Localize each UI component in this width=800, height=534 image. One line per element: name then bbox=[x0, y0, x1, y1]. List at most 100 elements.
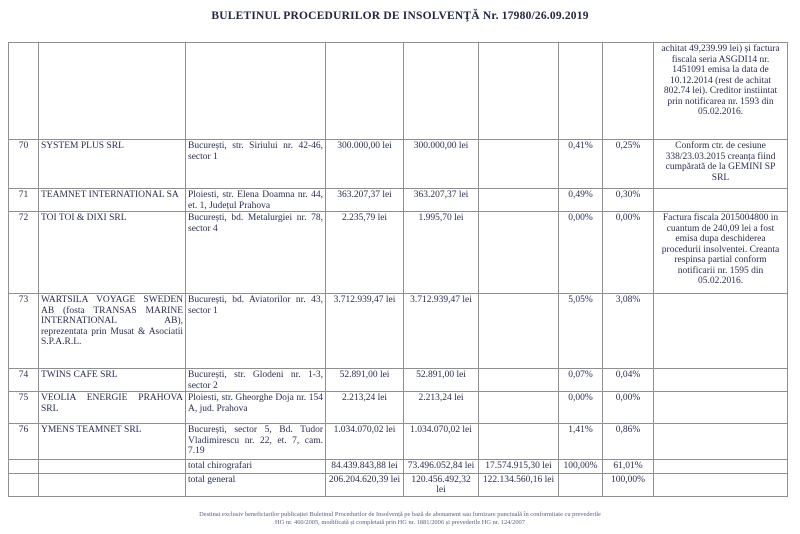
cell-observations bbox=[653, 459, 788, 474]
cell-address: total general bbox=[185, 473, 326, 497]
table-row: 76 YMENS TEAMNET SRL București, sector 5, … bbox=[8, 423, 788, 460]
cell-percent-total: 5,05% bbox=[558, 293, 603, 369]
cell-percent-group: 0,30% bbox=[602, 188, 654, 212]
cell-amount-requested: 84.439.843,88 lei bbox=[325, 459, 404, 474]
cell-amount-extra bbox=[478, 188, 559, 212]
cell-observations bbox=[653, 293, 788, 369]
table-row: 71 TEAMNET INTERNATIONAL SA Ploiesti, str.… bbox=[8, 188, 788, 212]
cell-creditor-name bbox=[38, 459, 186, 474]
cell-nr: 72 bbox=[8, 211, 39, 294]
cell-amount-requested: 3.712.939,47 lei bbox=[325, 293, 404, 369]
cell-creditor-name: TWINS CAFE SRL bbox=[38, 368, 186, 392]
cell-observations bbox=[653, 368, 788, 392]
cell-percent-total: 0,41% bbox=[558, 139, 603, 189]
cell-percent-group: 0,86% bbox=[602, 423, 654, 460]
cell-address: București, bd. Aviatorilor nr. 43, secto… bbox=[185, 293, 326, 369]
cell-percent-group: 100,00% bbox=[602, 473, 654, 497]
cell-percent-group: 3,08% bbox=[602, 293, 654, 369]
cell-percent-total bbox=[558, 473, 603, 497]
cell-amount-accepted: 2.213,24 lei bbox=[403, 391, 479, 424]
cell-creditor-name: WARTSILA VOYAGE SWEDEN AB (fosta TRANSAS… bbox=[38, 293, 186, 369]
cell-percent-group bbox=[602, 42, 654, 140]
cell-amount-requested bbox=[325, 42, 404, 140]
cell-amount-accepted: 3.712.939,47 lei bbox=[403, 293, 479, 369]
cell-creditor-name: TOI TOI & DIXI SRL bbox=[38, 211, 186, 294]
cell-observations: achitat 49,239.99 lei) și factura fiscal… bbox=[653, 42, 788, 140]
cell-nr: 73 bbox=[8, 293, 39, 369]
cell-nr: 75 bbox=[8, 391, 39, 424]
table-row: 75 VEOLIA ENERGIE PRAHOVA SRL Ploiesti, st… bbox=[8, 391, 788, 424]
cell-amount-extra bbox=[478, 139, 559, 189]
cell-address: București, bd. Metalurgiei nr. 78, secto… bbox=[185, 211, 326, 294]
cell-percent-total: 1,41% bbox=[558, 423, 603, 460]
cell-amount-extra bbox=[478, 42, 559, 140]
table-row: achitat 49,239.99 lei) și factura fiscal… bbox=[8, 42, 788, 140]
table-row: total chirografari 84.439.843,88 lei 73.49… bbox=[8, 459, 788, 474]
cell-percent-total: 0,07% bbox=[558, 368, 603, 392]
cell-amount-requested: 1.034.070,02 lei bbox=[325, 423, 404, 460]
cell-amount-requested: 300.000,00 lei bbox=[325, 139, 404, 189]
table-row: 72 TOI TOI & DIXI SRL București, bd. Metal… bbox=[8, 211, 788, 294]
cell-nr bbox=[8, 473, 39, 497]
cell-creditor-name bbox=[38, 42, 186, 140]
cell-amount-extra bbox=[478, 211, 559, 294]
cell-observations bbox=[653, 391, 788, 424]
cell-nr: 70 bbox=[8, 139, 39, 189]
cell-amount-accepted: 73.496.052,84 lei bbox=[403, 459, 479, 474]
cell-percent-group: 0,04% bbox=[602, 368, 654, 392]
cell-percent-total: 0,00% bbox=[558, 391, 603, 424]
cell-address: București, str. Glodeni nr. 1-3, sector … bbox=[185, 368, 326, 392]
cell-nr: 76 bbox=[8, 423, 39, 460]
footer-line-2: HG nr. 460/2005, modificată și completat… bbox=[275, 519, 525, 527]
table-row: 70 SYSTEM PLUS SRL București, str. Siriulu… bbox=[8, 139, 788, 189]
cell-creditor-name: YMENS TEAMNET SRL bbox=[38, 423, 186, 460]
cell-amount-accepted: 1.034.070,02 lei bbox=[403, 423, 479, 460]
cell-amount-requested: 206.204.620,39 lei bbox=[325, 473, 404, 497]
cell-nr bbox=[8, 42, 39, 140]
cell-observations: Factura fiscala 2015004800 in cuantum de… bbox=[653, 211, 788, 294]
footer-line-1: Destinat exclusiv beneficiarilor publica… bbox=[199, 511, 601, 518]
cell-creditor-name: SYSTEM PLUS SRL bbox=[38, 139, 186, 189]
cell-address: Ploiesti, str. Elena Doamna nr. 44, et. … bbox=[185, 188, 326, 212]
cell-amount-accepted: 1.995,70 lei bbox=[403, 211, 479, 294]
cell-amount-extra bbox=[478, 368, 559, 392]
cell-nr: 71 bbox=[8, 188, 39, 212]
cell-amount-requested: 2.213,24 lei bbox=[325, 391, 404, 424]
cell-nr bbox=[8, 459, 39, 474]
cell-amount-accepted: 120.456.492,32 lei bbox=[403, 473, 479, 497]
cell-amount-extra: 122.134.560,16 lei bbox=[478, 473, 559, 497]
cell-address: București, str. Siriului nr. 42-46, sect… bbox=[185, 139, 326, 189]
cell-percent-total: 100,00% bbox=[558, 459, 603, 474]
cell-percent-group: 61,01% bbox=[602, 459, 654, 474]
cell-amount-requested: 52.891,00 lei bbox=[325, 368, 404, 392]
table-row: 74 TWINS CAFE SRL București, str. Glodeni … bbox=[8, 368, 788, 392]
cell-amount-accepted: 363.207,37 lei bbox=[403, 188, 479, 212]
cell-amount-accepted bbox=[403, 42, 479, 140]
cell-amount-accepted: 300.000,00 lei bbox=[403, 139, 479, 189]
cell-percent-group: 0,25% bbox=[602, 139, 654, 189]
cell-amount-requested: 2.235,79 lei bbox=[325, 211, 404, 294]
cell-address: București, sector 5, Bd. Tudor Vladimire… bbox=[185, 423, 326, 460]
cell-observations bbox=[653, 473, 788, 497]
cell-percent-total bbox=[558, 42, 603, 140]
creditors-table: achitat 49,239.99 lei) și factura fiscal… bbox=[8, 42, 788, 497]
cell-address: total chirografari bbox=[185, 459, 326, 474]
cell-nr: 74 bbox=[8, 368, 39, 392]
cell-address bbox=[185, 42, 326, 140]
cell-creditor-name: VEOLIA ENERGIE PRAHOVA SRL bbox=[38, 391, 186, 424]
cell-percent-group: 0,00% bbox=[602, 211, 654, 294]
footer-note: Destinat exclusiv beneficiarilor publica… bbox=[0, 511, 800, 527]
table-row: total general 206.204.620,39 lei 120.456.4… bbox=[8, 473, 788, 497]
cell-amount-extra bbox=[478, 391, 559, 424]
cell-percent-group: 0,00% bbox=[602, 391, 654, 424]
cell-creditor-name bbox=[38, 473, 186, 497]
cell-address: Ploiesti, str. Gheorghe Doja nr. 154 A, … bbox=[185, 391, 326, 424]
cell-amount-accepted: 52.891,00 lei bbox=[403, 368, 479, 392]
cell-amount-extra: 17.574.915,30 lei bbox=[478, 459, 559, 474]
table-row: 73 WARTSILA VOYAGE SWEDEN AB (fosta TRANS… bbox=[8, 293, 788, 369]
cell-amount-extra bbox=[478, 423, 559, 460]
cell-percent-total: 0,49% bbox=[558, 188, 603, 212]
cell-observations bbox=[653, 423, 788, 460]
cell-amount-extra bbox=[478, 293, 559, 369]
cell-observations bbox=[653, 188, 788, 212]
